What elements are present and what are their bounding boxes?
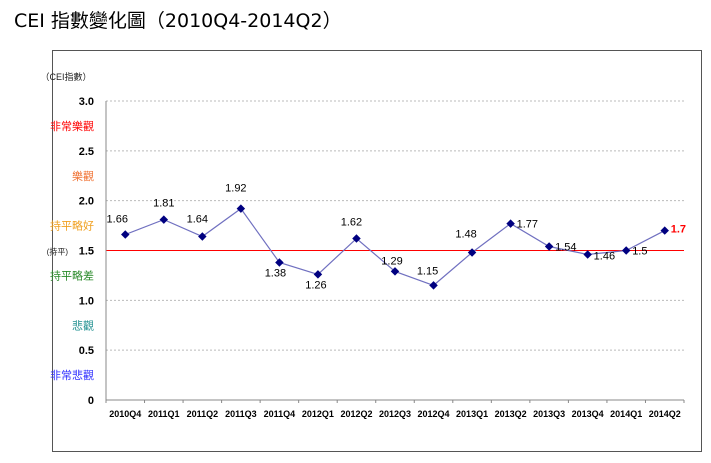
data-label: 1.48 [455, 228, 476, 240]
x-tick-label: 2013Q3 [533, 409, 565, 419]
data-label: 1.66 [107, 214, 128, 226]
x-tick-label: 2011Q1 [148, 409, 180, 419]
y-tick-label: 2.0 [79, 196, 94, 208]
data-label: 1.38 [265, 267, 286, 279]
data-label: 1.29 [381, 255, 402, 267]
y-tick-label: 0.5 [79, 345, 94, 357]
x-tick-label: 2014Q1 [610, 409, 642, 419]
data-label: 1.7 [671, 224, 686, 236]
data-point [352, 234, 361, 243]
data-point [390, 267, 400, 276]
y-axis-label: （CEI指數） [40, 71, 91, 82]
chart-title: CEI 指數變化圖（2010Q4-2014Q2） [14, 10, 342, 32]
data-label: 1.5 [632, 246, 647, 258]
data-point [275, 258, 284, 267]
x-tick-label: 2012Q3 [379, 409, 411, 419]
x-tick-label: 2010Q4 [109, 409, 141, 419]
chart-frame [52, 50, 702, 452]
y-tick-label: 0 [88, 395, 94, 407]
zone-label: 悲觀 [72, 318, 94, 332]
data-point [429, 281, 438, 290]
zone-label: 持平略差 [50, 268, 94, 282]
data-label: 1.77 [517, 219, 538, 231]
x-tick-label: 2011Q2 [187, 409, 219, 419]
data-label: 1.26 [305, 279, 326, 291]
data-label: 1.62 [341, 217, 362, 229]
x-tick-label: 2013Q4 [572, 409, 604, 419]
zone-label: 樂觀 [72, 169, 94, 183]
data-point [467, 248, 477, 257]
y-tick-label: 2.5 [79, 146, 94, 158]
x-tick-label: 2011Q4 [264, 409, 296, 419]
data-point [159, 215, 169, 224]
x-tick-label: 2013Q1 [456, 409, 488, 419]
y-tick-label: 1.5 [79, 246, 94, 258]
x-tick-label: 2012Q2 [340, 409, 372, 419]
zone-label: 持平略好 [50, 219, 94, 233]
data-point [506, 219, 515, 228]
data-point [544, 242, 554, 251]
data-point [121, 230, 130, 239]
data-point [236, 204, 246, 213]
zone-label: 非常樂觀 [50, 119, 94, 133]
data-point [621, 246, 631, 255]
data-point [198, 232, 207, 241]
y-tick-label: 1.0 [79, 295, 94, 307]
y-tick-label: 3.0 [79, 96, 94, 108]
zone-label: 非常悲觀 [50, 368, 94, 382]
x-tick-label: 2011Q3 [225, 409, 257, 419]
x-tick-label: 2013Q2 [495, 409, 527, 419]
x-tick-label: 2014Q2 [649, 409, 681, 419]
data-label: 1.46 [594, 250, 615, 262]
data-label: 1.81 [153, 198, 174, 210]
data-label: 1.54 [555, 242, 576, 254]
data-point [583, 250, 592, 259]
neutral-label: (持平) [47, 247, 69, 257]
x-tick-label: 2012Q4 [418, 409, 450, 419]
data-point [313, 270, 323, 279]
data-point [660, 226, 669, 235]
data-label: 1.92 [225, 183, 246, 195]
data-label: 1.15 [417, 265, 438, 277]
x-tick-label: 2012Q1 [302, 409, 334, 419]
data-label: 1.64 [187, 214, 208, 226]
